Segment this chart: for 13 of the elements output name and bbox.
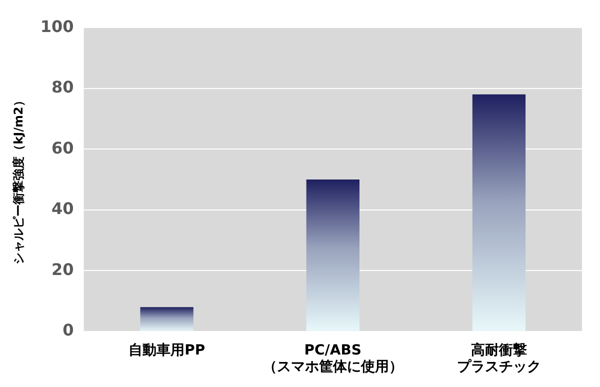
y-tick-label: 40 xyxy=(52,199,74,218)
y-tick-label: 20 xyxy=(52,260,74,279)
y-tick-label: 100 xyxy=(40,16,74,36)
bar xyxy=(306,180,360,331)
bar xyxy=(472,94,526,331)
x-tick-label: 高耐衝撃プラスチック xyxy=(456,341,541,376)
x-tick-label: PC/ABS （スマホ筐体に使用） xyxy=(262,342,403,376)
y-tick-label: 0 xyxy=(62,320,74,340)
y-axis-title: シャルピー衝撃強度（kJ/m2） xyxy=(11,94,26,264)
x-tick-label: 自動車用PP xyxy=(128,342,206,358)
y-tick-label: 80 xyxy=(52,78,74,97)
y-tick-label: 60 xyxy=(52,138,74,158)
bar xyxy=(140,307,194,331)
